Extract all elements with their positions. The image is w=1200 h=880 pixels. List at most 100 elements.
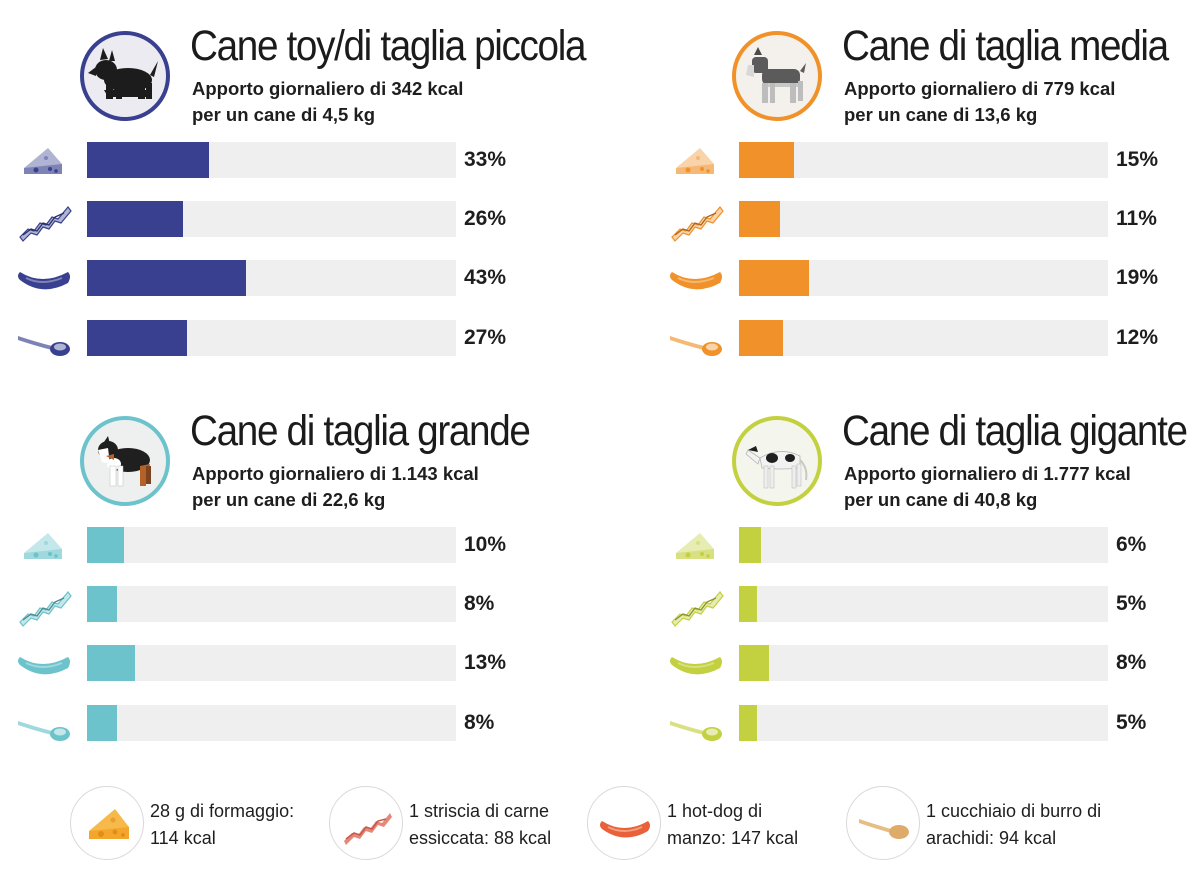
bar-row: 19%	[652, 260, 1200, 296]
data-label: 43%	[464, 266, 507, 289]
bar-track	[739, 645, 1108, 681]
bar	[739, 527, 762, 563]
bar-row: 27%	[0, 320, 600, 356]
hotdog-icon	[668, 254, 728, 302]
bar	[87, 201, 183, 237]
data-label: 10%	[464, 533, 507, 556]
bar-row: 15%	[652, 142, 1200, 178]
bar-row: 13%	[0, 645, 600, 681]
bar-track	[87, 527, 456, 563]
bar-row: 5%	[652, 705, 1200, 741]
bar-track	[739, 142, 1108, 178]
bar	[87, 527, 124, 563]
bar-track	[87, 142, 456, 178]
bar-track	[87, 705, 456, 741]
bar-row: 8%	[0, 586, 600, 627]
chart-subtitle-weight: per un cane di 22,6 kg	[192, 489, 386, 510]
spoon-icon	[668, 314, 728, 362]
chart-subtitle-kcal: Apporto giornaliero di 342 kcal	[192, 78, 464, 99]
bar	[739, 586, 758, 622]
chart-panel-large: Cane di taglia grande Apporto giornalier…	[0, 385, 600, 765]
bar-row: 6%	[652, 527, 1200, 563]
bar-track	[87, 201, 456, 237]
chart-subtitle-kcal: Apporto giornaliero di 779 kcal	[844, 78, 1116, 99]
chart-subtitle-weight: per un cane di 4,5 kg	[192, 104, 376, 125]
legend-text-line1: 1 striscia di carne	[409, 801, 550, 821]
bar-track	[739, 705, 1108, 741]
bar	[739, 320, 784, 356]
bar-row: 12%	[652, 320, 1200, 356]
cheese-icon	[668, 521, 728, 569]
bar-track	[87, 260, 456, 296]
bar	[739, 645, 769, 681]
bar-track	[87, 320, 456, 356]
chart-subtitle-weight: per un cane di 40,8 kg	[844, 489, 1038, 510]
bar	[739, 260, 810, 296]
spoon-icon	[16, 314, 76, 362]
cheese-icon	[668, 136, 728, 184]
bar	[87, 260, 246, 296]
data-label: 5%	[1116, 711, 1147, 734]
legend-text-line1: 1 cucchiaio di burro di	[926, 801, 1102, 821]
data-label: 15%	[1116, 148, 1159, 171]
data-label: 12%	[1116, 326, 1159, 349]
bar	[87, 142, 209, 178]
data-label: 11%	[1116, 207, 1157, 230]
hotdog-icon	[600, 821, 650, 838]
bar-row: 8%	[0, 705, 600, 741]
legend-text-line2: 114 kcal	[150, 828, 216, 848]
data-label: 5%	[1116, 592, 1147, 615]
jerky-icon	[16, 580, 76, 628]
legend-text-line1: 28 g di formaggio:	[150, 801, 295, 821]
bar	[87, 586, 117, 622]
jerky-icon	[668, 580, 728, 628]
data-label: 26%	[464, 207, 507, 230]
legend-text-line2: arachidi: 94 kcal	[926, 828, 1057, 848]
data-label: 6%	[1116, 533, 1147, 556]
bar-row: 5%	[652, 586, 1200, 627]
cheese-icon	[89, 809, 129, 839]
bar-row: 8%	[652, 645, 1200, 681]
chart-subtitle-kcal: Apporto giornaliero di 1.143 kcal	[192, 463, 479, 484]
hotdog-icon	[16, 254, 76, 302]
jerky-icon	[16, 195, 76, 243]
spoon-icon	[859, 819, 909, 839]
bar-track	[739, 201, 1108, 237]
spoon-icon	[668, 699, 728, 747]
chart-panel-medium: Cane di taglia media Apporto giornaliero…	[652, 0, 1200, 380]
bar	[87, 645, 135, 681]
schnauzer-icon	[732, 31, 822, 121]
chart-title: Cane di taglia media	[842, 22, 1169, 70]
bar-row: 33%	[0, 142, 600, 178]
chart-title: Cane di taglia grande	[190, 407, 531, 455]
data-label: 8%	[464, 592, 495, 615]
bar	[87, 320, 187, 356]
legend-text-line1: 1 hot-dog di	[667, 801, 763, 821]
chart-panel-giant: Cane di taglia gigante Apporto giornalie…	[652, 385, 1200, 765]
bar-row: 10%	[0, 527, 600, 563]
data-label: 8%	[464, 711, 495, 734]
bar	[87, 705, 117, 741]
jerky-icon	[344, 813, 392, 845]
data-label: 19%	[1116, 266, 1159, 289]
chart-subtitle-kcal: Apporto giornaliero di 1.777 kcal	[844, 463, 1131, 484]
data-label: 8%	[1116, 651, 1147, 674]
chart-subtitle-weight: per un cane di 13,6 kg	[844, 104, 1038, 125]
cheese-icon	[16, 136, 76, 184]
chart-title: Cane di taglia gigante	[842, 407, 1188, 455]
bar-track	[739, 527, 1108, 563]
bar-row: 26%	[0, 201, 600, 242]
bar-track	[87, 645, 456, 681]
bar-track	[739, 260, 1108, 296]
bar-row: 43%	[0, 260, 600, 296]
jerky-icon	[668, 195, 728, 243]
bar-row: 11%	[652, 201, 1200, 242]
bar	[739, 705, 758, 741]
chart-panel-small: Cane toy/di taglia piccola Apporto giorn…	[0, 0, 600, 380]
legend-text-line2: essiccata: 88 kcal	[409, 828, 552, 848]
hotdog-icon	[668, 639, 728, 687]
data-label: 33%	[464, 148, 507, 171]
chart-title: Cane toy/di taglia piccola	[190, 22, 587, 70]
cheese-icon	[16, 521, 76, 569]
bar-track	[739, 320, 1108, 356]
